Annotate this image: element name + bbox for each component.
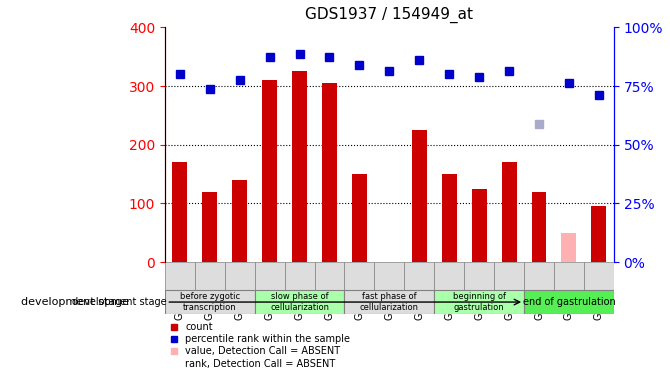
Text: value, Detection Call = ABSENT: value, Detection Call = ABSENT <box>185 346 340 357</box>
Bar <box>472 189 486 262</box>
FancyBboxPatch shape <box>255 291 344 314</box>
Bar <box>592 206 606 262</box>
Bar <box>502 162 517 262</box>
FancyBboxPatch shape <box>375 262 404 291</box>
Title: GDS1937 / 154949_at: GDS1937 / 154949_at <box>306 7 473 23</box>
FancyBboxPatch shape <box>524 291 614 314</box>
Text: rank, Detection Call = ABSENT: rank, Detection Call = ABSENT <box>185 359 335 369</box>
Bar <box>561 233 576 262</box>
FancyBboxPatch shape <box>404 262 434 291</box>
FancyBboxPatch shape <box>344 262 375 291</box>
FancyBboxPatch shape <box>285 262 314 291</box>
FancyBboxPatch shape <box>434 262 464 291</box>
Text: development stage: development stage <box>21 297 129 307</box>
FancyBboxPatch shape <box>195 262 224 291</box>
Bar <box>531 192 547 262</box>
Text: end of gastrulation: end of gastrulation <box>523 297 615 307</box>
FancyBboxPatch shape <box>434 291 524 314</box>
Text: beginning of
gastrulation: beginning of gastrulation <box>453 292 506 312</box>
Text: percentile rank within the sample: percentile rank within the sample <box>185 334 350 344</box>
FancyBboxPatch shape <box>344 291 434 314</box>
FancyBboxPatch shape <box>464 262 494 291</box>
Bar <box>232 180 247 262</box>
FancyBboxPatch shape <box>165 262 195 291</box>
Text: count: count <box>185 322 212 332</box>
Text: development stage: development stage <box>72 297 166 307</box>
Bar <box>202 192 217 262</box>
Text: fast phase of
cellularization: fast phase of cellularization <box>360 292 419 312</box>
Bar <box>352 174 367 262</box>
FancyBboxPatch shape <box>554 262 584 291</box>
Bar <box>292 71 307 262</box>
FancyBboxPatch shape <box>584 262 614 291</box>
FancyBboxPatch shape <box>255 262 285 291</box>
FancyBboxPatch shape <box>224 262 255 291</box>
Bar <box>262 80 277 262</box>
Bar <box>322 83 337 262</box>
Bar <box>172 162 188 262</box>
Bar <box>442 174 457 262</box>
Bar <box>412 130 427 262</box>
FancyBboxPatch shape <box>494 262 524 291</box>
Text: before zygotic
transcription: before zygotic transcription <box>180 292 240 312</box>
FancyBboxPatch shape <box>314 262 344 291</box>
Text: slow phase of
cellularization: slow phase of cellularization <box>270 292 329 312</box>
FancyBboxPatch shape <box>165 291 255 314</box>
FancyBboxPatch shape <box>524 262 554 291</box>
